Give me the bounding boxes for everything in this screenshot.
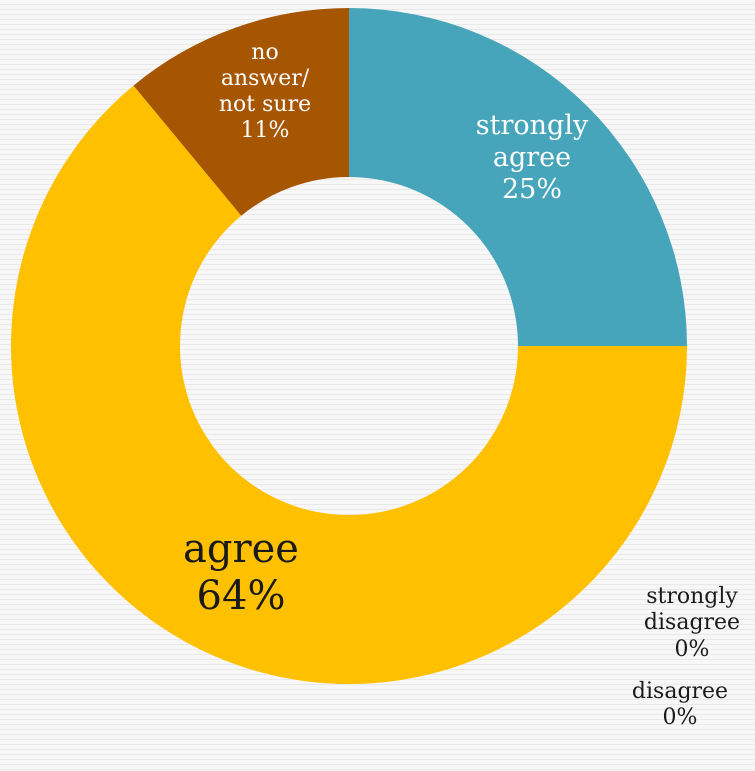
data-label-agree-line1: agree	[183, 526, 299, 572]
slice-agree	[11, 85, 688, 684]
data-label-strongly-disagree: strongly disagree 0%	[644, 584, 740, 663]
data-label-agree-value: 64%	[196, 573, 286, 620]
data-label-strongly-disagree-line1: strongly	[646, 584, 738, 609]
data-label-no-answer-line1: no	[251, 40, 279, 65]
data-label-disagree-line1: disagree	[631, 679, 729, 704]
data-label-disagree: disagree 0%	[632, 679, 728, 732]
data-label-disagree-value: 0%	[662, 705, 698, 731]
data-label-strongly-agree-line2: agree	[492, 141, 572, 173]
data-label-strongly-agree: strongly agree 25%	[476, 110, 588, 206]
data-label-no-answer-line2: answer/	[220, 65, 310, 91]
data-label-strongly-disagree-value: 0%	[674, 636, 710, 662]
slice-no-answer-not-sure	[133, 8, 349, 216]
data-label-strongly-agree-line1: strongly	[475, 110, 589, 141]
data-label-strongly-agree-value: 25%	[501, 173, 562, 205]
data-label-agree: agree 64%	[183, 526, 299, 620]
data-label-no-answer-value: 11%	[240, 117, 290, 143]
data-label-strongly-disagree-line2: disagree	[643, 610, 741, 636]
slice-strongly-agree	[349, 8, 687, 346]
data-label-no-answer-line3: not sure	[218, 91, 312, 117]
data-label-no-answer: no answer/ not sure 11%	[219, 40, 311, 144]
